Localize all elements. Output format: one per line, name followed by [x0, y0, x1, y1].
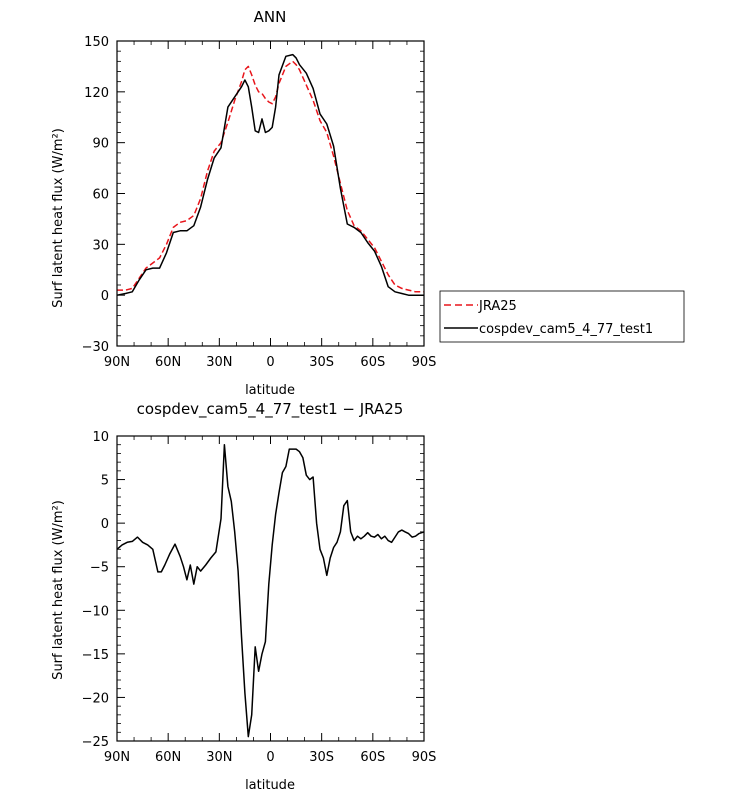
top-title: ANN: [254, 8, 287, 26]
top-x-tick-label: 90S: [412, 355, 437, 370]
top-x-axis: 90N 60N 30N 0 30S 60S 90S: [104, 41, 437, 370]
top-series-line-jra25: [117, 60, 424, 293]
bottom-plot-frame: [116, 435, 425, 742]
bottom-x-tick-label: 0: [266, 750, 274, 765]
top-plot-frame: [116, 40, 425, 347]
top-x-axis-label: latitude: [245, 383, 295, 398]
bottom-y-tick-label: −15: [82, 648, 109, 663]
top-plot-area: [116, 53, 424, 296]
bottom-x-axis-label: latitude: [245, 778, 295, 793]
bottom-x-axis: 90N 60N 30N 0 30S 60S 90S: [104, 436, 437, 765]
bottom-y-axis: −25 −20 −15 −10 −5 0 5 10: [82, 430, 424, 750]
top-x-tick-label: 30N: [206, 355, 232, 370]
bottom-y-tick-label: −25: [82, 735, 109, 750]
panel-bottom: cospdev_cam5_4_77_test1 − JRA25 −25 −20 −1…: [51, 400, 436, 793]
legend: JRA25 cospdev_cam5_4_77_test1: [439, 290, 685, 343]
bottom-x-tick-label: 30S: [309, 750, 334, 765]
legend-box: [439, 290, 685, 343]
top-y-tick-label: 0: [101, 289, 109, 304]
top-x-tick-label: 0: [266, 355, 274, 370]
top-y-tick-label: 90: [92, 137, 109, 152]
top-x-tick-label: 60S: [360, 355, 385, 370]
top-y-tick-label: 30: [92, 238, 109, 253]
top-x-tick-label: 90N: [104, 355, 130, 370]
top-y-tick-label: 120: [84, 86, 109, 101]
bottom-y-tick-label: 10: [92, 430, 109, 445]
bottom-y-tick-label: −10: [82, 604, 109, 619]
top-series-line-cospdev-cam5-4-77-test1: [116, 53, 424, 296]
bottom-x-tick-label: 90N: [104, 750, 130, 765]
bottom-y-tick-label: 5: [101, 474, 109, 489]
top-x-tick-label: 30S: [309, 355, 334, 370]
bottom-y-axis-label: Surf latent heat flux (W/m²): [51, 500, 66, 680]
top-x-tick-label: 60N: [155, 355, 181, 370]
panel-top: ANN −30 0 30 60 90 120 150 90N 60N 30N 0 30S 60S 90S…: [51, 8, 685, 398]
bottom-x-tick-label: 60N: [155, 750, 181, 765]
top-y-tick-label: 60: [92, 188, 109, 203]
legend-model-label: cospdev_cam5_4_77_test1: [479, 322, 653, 337]
top-y-tick-label: −30: [82, 340, 109, 355]
bottom-plot-area: [116, 443, 425, 738]
bottom-x-tick-label: 60S: [360, 750, 385, 765]
bottom-y-tick-label: −20: [82, 691, 109, 706]
bottom-x-tick-label: 30N: [206, 750, 232, 765]
bottom-y-tick-label: 0: [101, 517, 109, 532]
bottom-series-line-0: [116, 443, 425, 738]
top-y-axis: −30 0 30 60 90 120 150: [82, 35, 424, 355]
bottom-x-tick-label: 90S: [412, 750, 437, 765]
top-y-tick-label: 150: [84, 35, 109, 50]
legend-jra25-label: JRA25: [478, 299, 517, 314]
bottom-title: cospdev_cam5_4_77_test1 − JRA25: [137, 400, 404, 419]
bottom-y-tick-label: −5: [90, 561, 109, 576]
top-y-axis-label: Surf latent heat flux (W/m²): [51, 128, 66, 308]
